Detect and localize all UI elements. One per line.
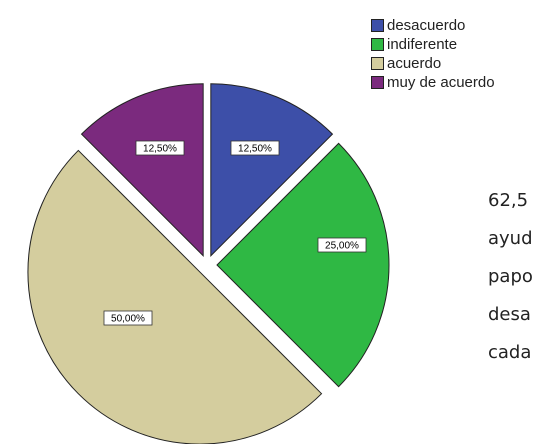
- data-label-indiferente: 25,00%: [317, 237, 367, 253]
- side-text-line: 62,5: [488, 190, 529, 211]
- legend-item-desacuerdo: desacuerdo: [371, 16, 495, 35]
- side-text: 62,5 ayud papo desa cada: [488, 182, 533, 372]
- pie-slice-indiferente: [216, 142, 390, 388]
- legend-item-indiferente: indiferente: [371, 35, 495, 54]
- legend-swatch-acuerdo: [371, 57, 384, 70]
- legend-swatch-desacuerdo: [371, 19, 384, 32]
- pie-slice-acuerdo: [27, 149, 323, 444]
- side-text-line: cada: [488, 342, 532, 363]
- data-label-muy-de-acuerdo: 12,50%: [135, 140, 185, 156]
- pie-slice-muy-de-acuerdo: [80, 83, 204, 257]
- legend-label-desacuerdo: desacuerdo: [387, 17, 466, 34]
- legend-item-acuerdo: acuerdo: [371, 54, 495, 73]
- legend-swatch-muy-de-acuerdo: [371, 76, 384, 89]
- data-label-text: 25,00%: [325, 241, 359, 252]
- data-label-text: 50,00%: [111, 314, 145, 325]
- legend-label-indiferente: indiferente: [387, 36, 458, 53]
- legend-swatch-indiferente: [371, 38, 384, 51]
- side-text-line: ayud: [488, 228, 533, 249]
- data-label-desacuerdo: 12,50%: [230, 140, 280, 156]
- data-label-text: 12,50%: [143, 144, 177, 155]
- side-text-line: desa: [488, 304, 531, 325]
- legend-item-muy-de-acuerdo: muy de acuerdo: [371, 73, 495, 92]
- data-label-text: 12,50%: [238, 144, 272, 155]
- pie-slice-desacuerdo: [210, 83, 334, 257]
- legend-label-acuerdo: acuerdo: [387, 55, 442, 72]
- legend: desacuerdo indiferente acuerdo muy de ac…: [371, 16, 495, 92]
- legend-label-muy-de-acuerdo: muy de acuerdo: [387, 74, 495, 91]
- data-label-acuerdo: 50,00%: [103, 310, 153, 326]
- side-text-line: papo: [488, 266, 533, 287]
